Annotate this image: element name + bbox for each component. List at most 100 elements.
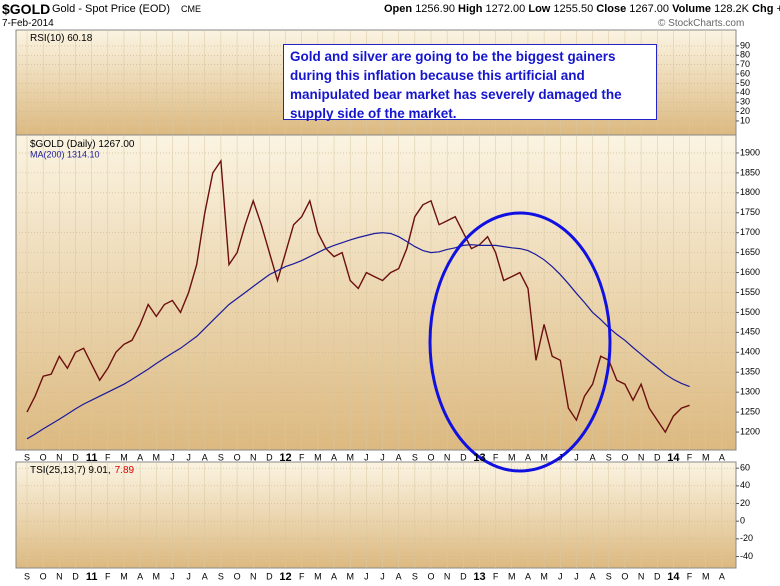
x-tick-label: A: [396, 571, 402, 581]
x-tick-label: F: [493, 452, 499, 462]
y-tick-label: 0: [740, 516, 745, 526]
y-tick-label: 1300: [740, 387, 760, 397]
x-tick-label: N: [444, 571, 451, 581]
y-tick-label: 1450: [740, 327, 760, 337]
x-tick-label: S: [412, 571, 418, 581]
legend: RSI(10) 60.18: [30, 33, 93, 44]
x-tick-label: J: [380, 452, 385, 462]
y-tick-label: 70: [740, 59, 750, 69]
x-tick-label: M: [120, 571, 128, 581]
legend: TSI(25,13,7) 9.01, 7.89: [30, 465, 135, 476]
legend-entry: RSI(10) 60.18: [30, 33, 93, 44]
x-tick-label: S: [606, 452, 612, 462]
x-tick-label: A: [396, 452, 402, 462]
x-tick-label: A: [719, 452, 725, 462]
y-tick-label: 20: [740, 498, 750, 508]
stat-label: High: [458, 3, 483, 15]
x-tick-label: O: [621, 571, 628, 581]
x-tick-label: A: [202, 571, 208, 581]
stat-label: Open: [384, 3, 413, 15]
x-tick-label: D: [72, 452, 79, 462]
x-tick-label: F: [105, 571, 111, 581]
y-tick-label: 40: [740, 87, 750, 97]
x-tick-label: N: [56, 452, 63, 462]
y-tick-label: 60: [740, 68, 750, 78]
x-tick-label: 14: [667, 571, 680, 583]
y-tick-label: 1500: [740, 307, 760, 317]
x-tick-label: O: [427, 452, 434, 462]
highlight-ellipse: [428, 211, 612, 473]
y-tick-label: 1200: [740, 426, 760, 436]
annotation-line: Gold and silver are going to be the bigg…: [290, 49, 616, 64]
y-tick-label: 1800: [740, 187, 760, 197]
x-tick-label: A: [590, 452, 596, 462]
x-tick-label: S: [218, 571, 224, 581]
x-tick-label: M: [153, 452, 161, 462]
x-tick-label: J: [558, 571, 563, 581]
x-tick-label: J: [186, 571, 191, 581]
x-tick-label: J: [364, 452, 369, 462]
series-line: [26, 158, 690, 434]
x-tick-label: S: [24, 452, 30, 462]
x-tick-label: D: [654, 452, 661, 462]
y-tick-label: 1700: [740, 227, 760, 237]
y-tick-label: 1400: [740, 347, 760, 357]
x-tick-label: N: [56, 571, 63, 581]
x-tick-label: N: [444, 452, 451, 462]
legend: $GOLD (Daily) 1267.00: [30, 139, 135, 150]
x-tick-label: M: [508, 571, 516, 581]
x-tick-label: 13: [473, 571, 485, 583]
x-tick-label: F: [299, 452, 305, 462]
x-tick-label: J: [170, 452, 175, 462]
stat-value: 1272.00: [485, 3, 526, 15]
x-tick-label: M: [120, 452, 128, 462]
annotation-line: during this inflation because this artif…: [290, 68, 585, 83]
x-tick-label: S: [24, 571, 30, 581]
y-tick-label: 1750: [740, 207, 760, 217]
stat-label: Chg: [752, 3, 774, 15]
y-tick-label: 1900: [740, 147, 760, 157]
x-tick-label: A: [137, 571, 143, 581]
x-tick-label: M: [702, 571, 710, 581]
x-tick-label: O: [427, 571, 434, 581]
y-tick-label: -40: [740, 551, 753, 561]
legend-entry: MA(200) 1314.10: [30, 149, 100, 159]
y-tick-label: 50: [740, 78, 750, 88]
annotation-line: manipulated bear market has severely dam…: [290, 87, 622, 102]
legend-value: 7.89: [115, 465, 135, 476]
x-tick-label: J: [170, 571, 175, 581]
x-tick-label: 12: [279, 452, 291, 464]
y-tick-label: 80: [740, 50, 750, 60]
panel: [15, 461, 737, 569]
x-tick-label: D: [266, 452, 273, 462]
stat-label: Low: [528, 3, 551, 15]
x-tick-label: N: [250, 452, 257, 462]
x-tick-label: S: [606, 571, 612, 581]
x-tick-label: M: [508, 452, 516, 462]
x-tick-label: O: [234, 571, 241, 581]
x-tick-label: S: [412, 452, 418, 462]
stat-value: 128.2K: [714, 3, 749, 15]
x-tick-label: A: [525, 452, 531, 462]
date: 7-Feb-2014: [2, 18, 54, 29]
x-tick-label: D: [654, 571, 661, 581]
exchange: CME: [181, 4, 201, 14]
x-tick-label: O: [40, 571, 47, 581]
x-tick-label: N: [638, 571, 645, 581]
x-tick-label: M: [540, 571, 548, 581]
x-tick-label: M: [346, 571, 354, 581]
legend-entry: $GOLD (Daily) 1267.00: [30, 139, 135, 150]
x-tick-label: O: [621, 452, 628, 462]
x-tick-label: F: [687, 571, 693, 581]
stat-value: +8.90 (+0.71%): [776, 3, 780, 15]
y-tick-label: 1550: [740, 287, 760, 297]
x-tick-label: 14: [667, 452, 680, 464]
x-tick-label: M: [314, 452, 322, 462]
x-tick-label: O: [234, 452, 241, 462]
x-tick-label: A: [590, 571, 596, 581]
y-tick-label: 1350: [740, 367, 760, 377]
x-tick-label: M: [346, 452, 354, 462]
stat-value: 1256.90: [415, 3, 455, 15]
